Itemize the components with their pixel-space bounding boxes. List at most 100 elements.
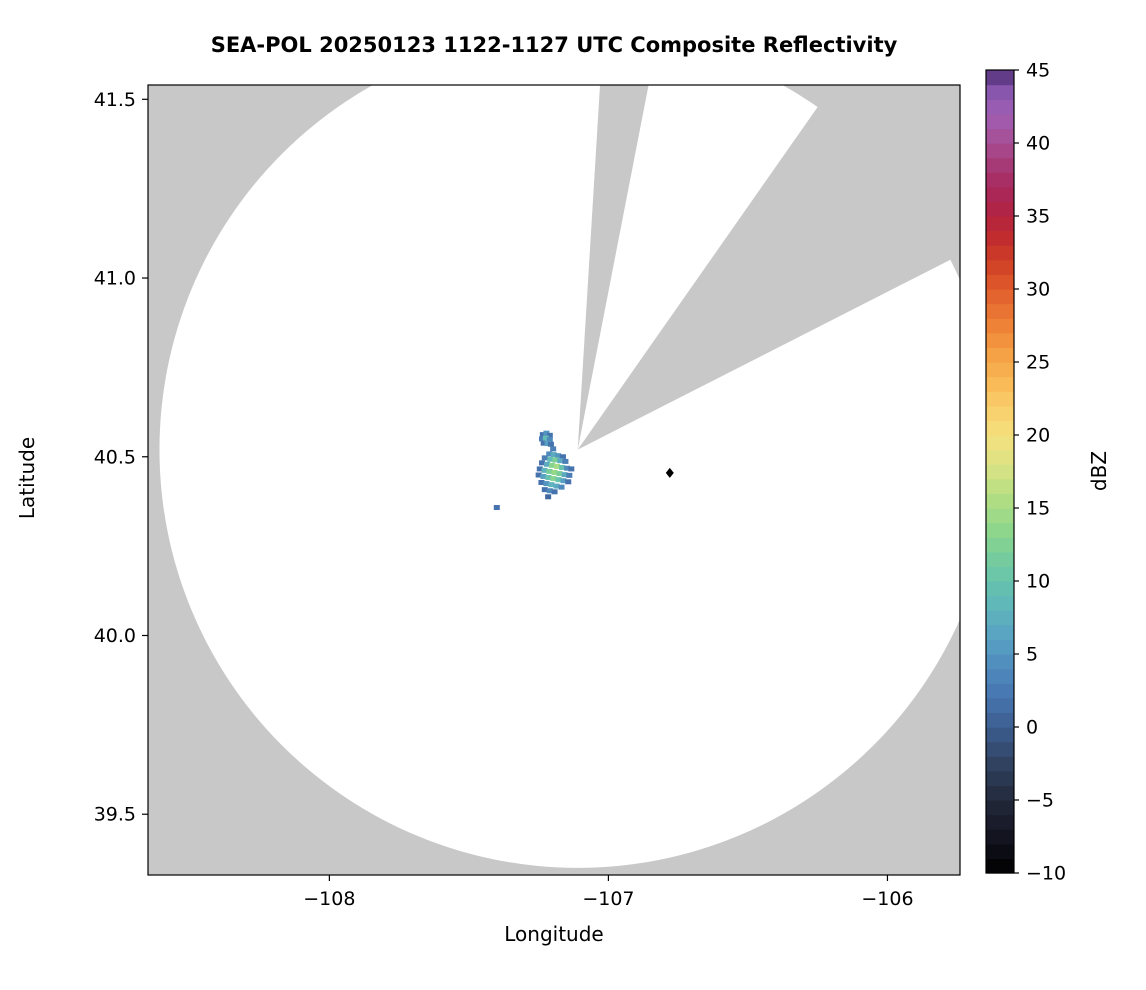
colorbar: −10 −5 0 5 10 15 20 25 30 35 40 45 [985, 60, 1066, 885]
colorbar-step [986, 84, 1014, 100]
reflectivity-echo-cell [546, 468, 553, 474]
x-tick-label: −107 [582, 888, 634, 910]
colorbar-step [986, 464, 1014, 480]
colorbar-step [986, 289, 1014, 305]
reflectivity-echo-cell [493, 505, 500, 511]
colorbar-step [986, 420, 1014, 436]
reflectivity-echo-cell [536, 466, 543, 472]
reflectivity-echo-cell [561, 472, 568, 478]
reflectivity-echo-cell [551, 469, 558, 475]
colorbar-step [986, 274, 1014, 290]
reflectivity-echo-cell [543, 481, 550, 487]
colorbar-step [986, 785, 1014, 801]
reflectivity-echo-cell [559, 464, 566, 470]
colorbar-step [986, 829, 1014, 845]
reflectivity-echo-cell [538, 480, 545, 486]
reflectivity-echo-cell [546, 437, 553, 443]
reflectivity-echo-cell [550, 452, 557, 458]
reflectivity-echo-cell [556, 471, 563, 477]
colorbar-step [986, 843, 1014, 859]
reflectivity-echo-cell [550, 476, 557, 482]
colorbar-step [986, 113, 1014, 129]
colorbar-step [986, 668, 1014, 684]
missing-data-sector [577, 85, 649, 450]
colorbar-step [986, 157, 1014, 173]
reflectivity-echo-cell [541, 455, 548, 461]
reflectivity-echo-cell [553, 483, 560, 489]
colorbar-step [986, 435, 1014, 451]
colorbar-tick-label: 45 [1026, 60, 1050, 82]
colorbar-step [986, 595, 1014, 611]
colorbar-step [986, 391, 1014, 407]
y-tick-label: 40.5 [94, 446, 136, 468]
plot-frame [147, 84, 961, 876]
colorbar-step [986, 493, 1014, 509]
colorbar-step [986, 522, 1014, 538]
reflectivity-echo-cell [568, 466, 575, 472]
colorbar-step [986, 303, 1014, 319]
y-tick-label: 41.0 [94, 268, 136, 290]
colorbar-step [986, 639, 1014, 655]
colorbar-step [986, 143, 1014, 159]
reflectivity-echo-cell [540, 473, 547, 479]
reflectivity-echo-cell [547, 456, 554, 462]
colorbar-step [986, 800, 1014, 816]
colorbar-step [986, 347, 1014, 363]
colorbar-step [986, 245, 1014, 261]
colorbar-step [986, 128, 1014, 144]
y-tick-label: 40.0 [94, 625, 136, 647]
colorbar-step [986, 478, 1014, 494]
reflectivity-echo-cell [559, 454, 566, 460]
reflectivity-echo-cell [566, 472, 573, 478]
reflectivity-echo-cell [550, 446, 557, 452]
reflectivity-echo-cell [552, 457, 559, 463]
reflectivity-echo-cell [539, 432, 546, 438]
colorbar-tick-label: 40 [1026, 133, 1050, 155]
reflectivity-echo-cell [554, 463, 561, 469]
x-axis-label: Longitude [504, 922, 604, 946]
colorbar-tick-label: 15 [1026, 498, 1050, 520]
reflectivity-echo-cell [548, 482, 555, 488]
y-tick-label: 39.5 [94, 804, 136, 826]
colorbar-step [986, 727, 1014, 743]
colorbar-step [986, 201, 1014, 217]
colorbar-step [986, 362, 1014, 378]
colorbar-step [986, 858, 1014, 874]
colorbar-step [986, 741, 1014, 757]
colorbar-step [986, 770, 1014, 786]
colorbar-tick-label: 10 [1026, 571, 1050, 593]
colorbar-step [986, 230, 1014, 246]
reflectivity-echo-cell [535, 472, 542, 478]
colorbar-step [986, 756, 1014, 772]
colorbar-step [986, 216, 1014, 232]
colorbar-step [986, 683, 1014, 699]
reflectivity-echo-layer [493, 430, 575, 511]
colorbar-step [986, 712, 1014, 728]
colorbar-step [986, 70, 1014, 86]
reflectivity-echo-cell [562, 458, 569, 464]
reflectivity-echo-cell [547, 441, 554, 447]
colorbar-step [986, 318, 1014, 334]
missing-data-sector [577, 85, 960, 450]
reflectivity-echo-cell [551, 489, 558, 495]
reflectivity-echo-cell [545, 494, 552, 500]
reflectivity-echo-cell [543, 430, 550, 436]
reflectivity-echo-cell [558, 484, 565, 490]
reflectivity-echo-cell [555, 453, 562, 459]
chart-title: SEA-POL 20250123 1122-1127 UTC Composite… [210, 33, 898, 57]
colorbar-step [986, 581, 1014, 597]
colorbar-tick-label: 5 [1026, 644, 1038, 666]
reflectivity-echo-cell [545, 474, 552, 480]
colorbar-tick-label: 0 [1026, 717, 1038, 739]
colorbar-step [986, 814, 1014, 830]
colorbar-step [986, 172, 1014, 188]
reflectivity-echo-cell [542, 435, 549, 441]
reflectivity-echo-cell [546, 488, 553, 494]
reflectivity-echo-cell [539, 436, 546, 442]
colorbar-step [986, 259, 1014, 275]
reflectivity-echo-cell [541, 487, 548, 493]
reflectivity-echo-cell [565, 479, 572, 485]
colorbar-step [986, 624, 1014, 640]
plot-area [148, 85, 960, 875]
